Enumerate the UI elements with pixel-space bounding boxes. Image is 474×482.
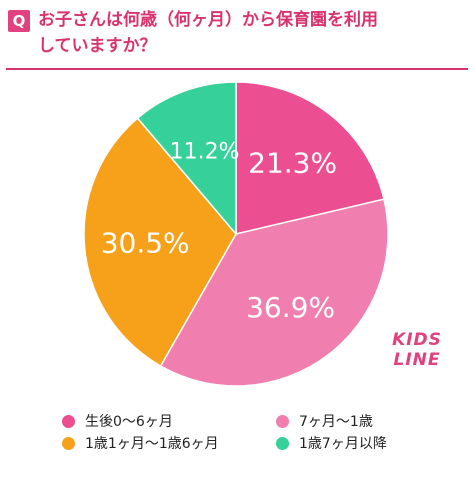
legend-dot-1: [276, 414, 289, 428]
question-line-1: お子さんは何歳（何ヶ月）から保育園を利用: [38, 10, 378, 30]
logo-line-1: KIDS: [392, 330, 442, 350]
pie-slice-3: [136, 81, 237, 237]
question-text: お子さんは何歳（何ヶ月）から保育園を利用 していますか？: [38, 7, 468, 59]
legend-item-2: 1歳1ヶ月〜1歳6ヶ月: [62, 432, 219, 454]
legend-label-1: 7ヶ月〜1歳: [299, 414, 373, 430]
legend-item-3: 1歳7ヶ月以降: [276, 432, 387, 454]
logo-line-2: LINE: [393, 350, 441, 370]
header-divider: [6, 68, 468, 70]
pie-slice-1: [159, 198, 389, 387]
data-label-0: 21.3%: [248, 147, 337, 180]
data-label-3: 11.2%: [170, 139, 240, 164]
question-header: Q お子さんは何歳（何ヶ月）から保育園を利用 していますか？: [0, 0, 474, 70]
q-badge: Q: [8, 10, 30, 32]
legend-label-0: 生後0〜6ヶ月: [85, 414, 173, 430]
legend-item-1: 7ヶ月〜1歳: [276, 410, 373, 432]
legend-label-2: 1歳1ヶ月〜1歳6ヶ月: [85, 436, 219, 452]
legend: 生後0〜6ヶ月 7ヶ月〜1歳 1歳1ヶ月〜1歳6ヶ月 1歳7ヶ月以降: [0, 404, 474, 464]
legend-dot-0: [62, 414, 75, 428]
pie-slice-0: [235, 81, 385, 235]
kidsline-logo: KIDS LINE: [386, 330, 448, 382]
legend-dot-2: [62, 436, 75, 450]
legend-item-0: 生後0〜6ヶ月: [62, 410, 173, 432]
pie-slice-2: [83, 117, 237, 368]
question-line-2: していますか？: [38, 36, 157, 56]
legend-label-3: 1歳7ヶ月以降: [299, 436, 387, 452]
legend-dot-3: [276, 436, 289, 450]
data-label-2: 30.5%: [101, 226, 190, 259]
data-label-1: 36.9%: [246, 291, 335, 324]
